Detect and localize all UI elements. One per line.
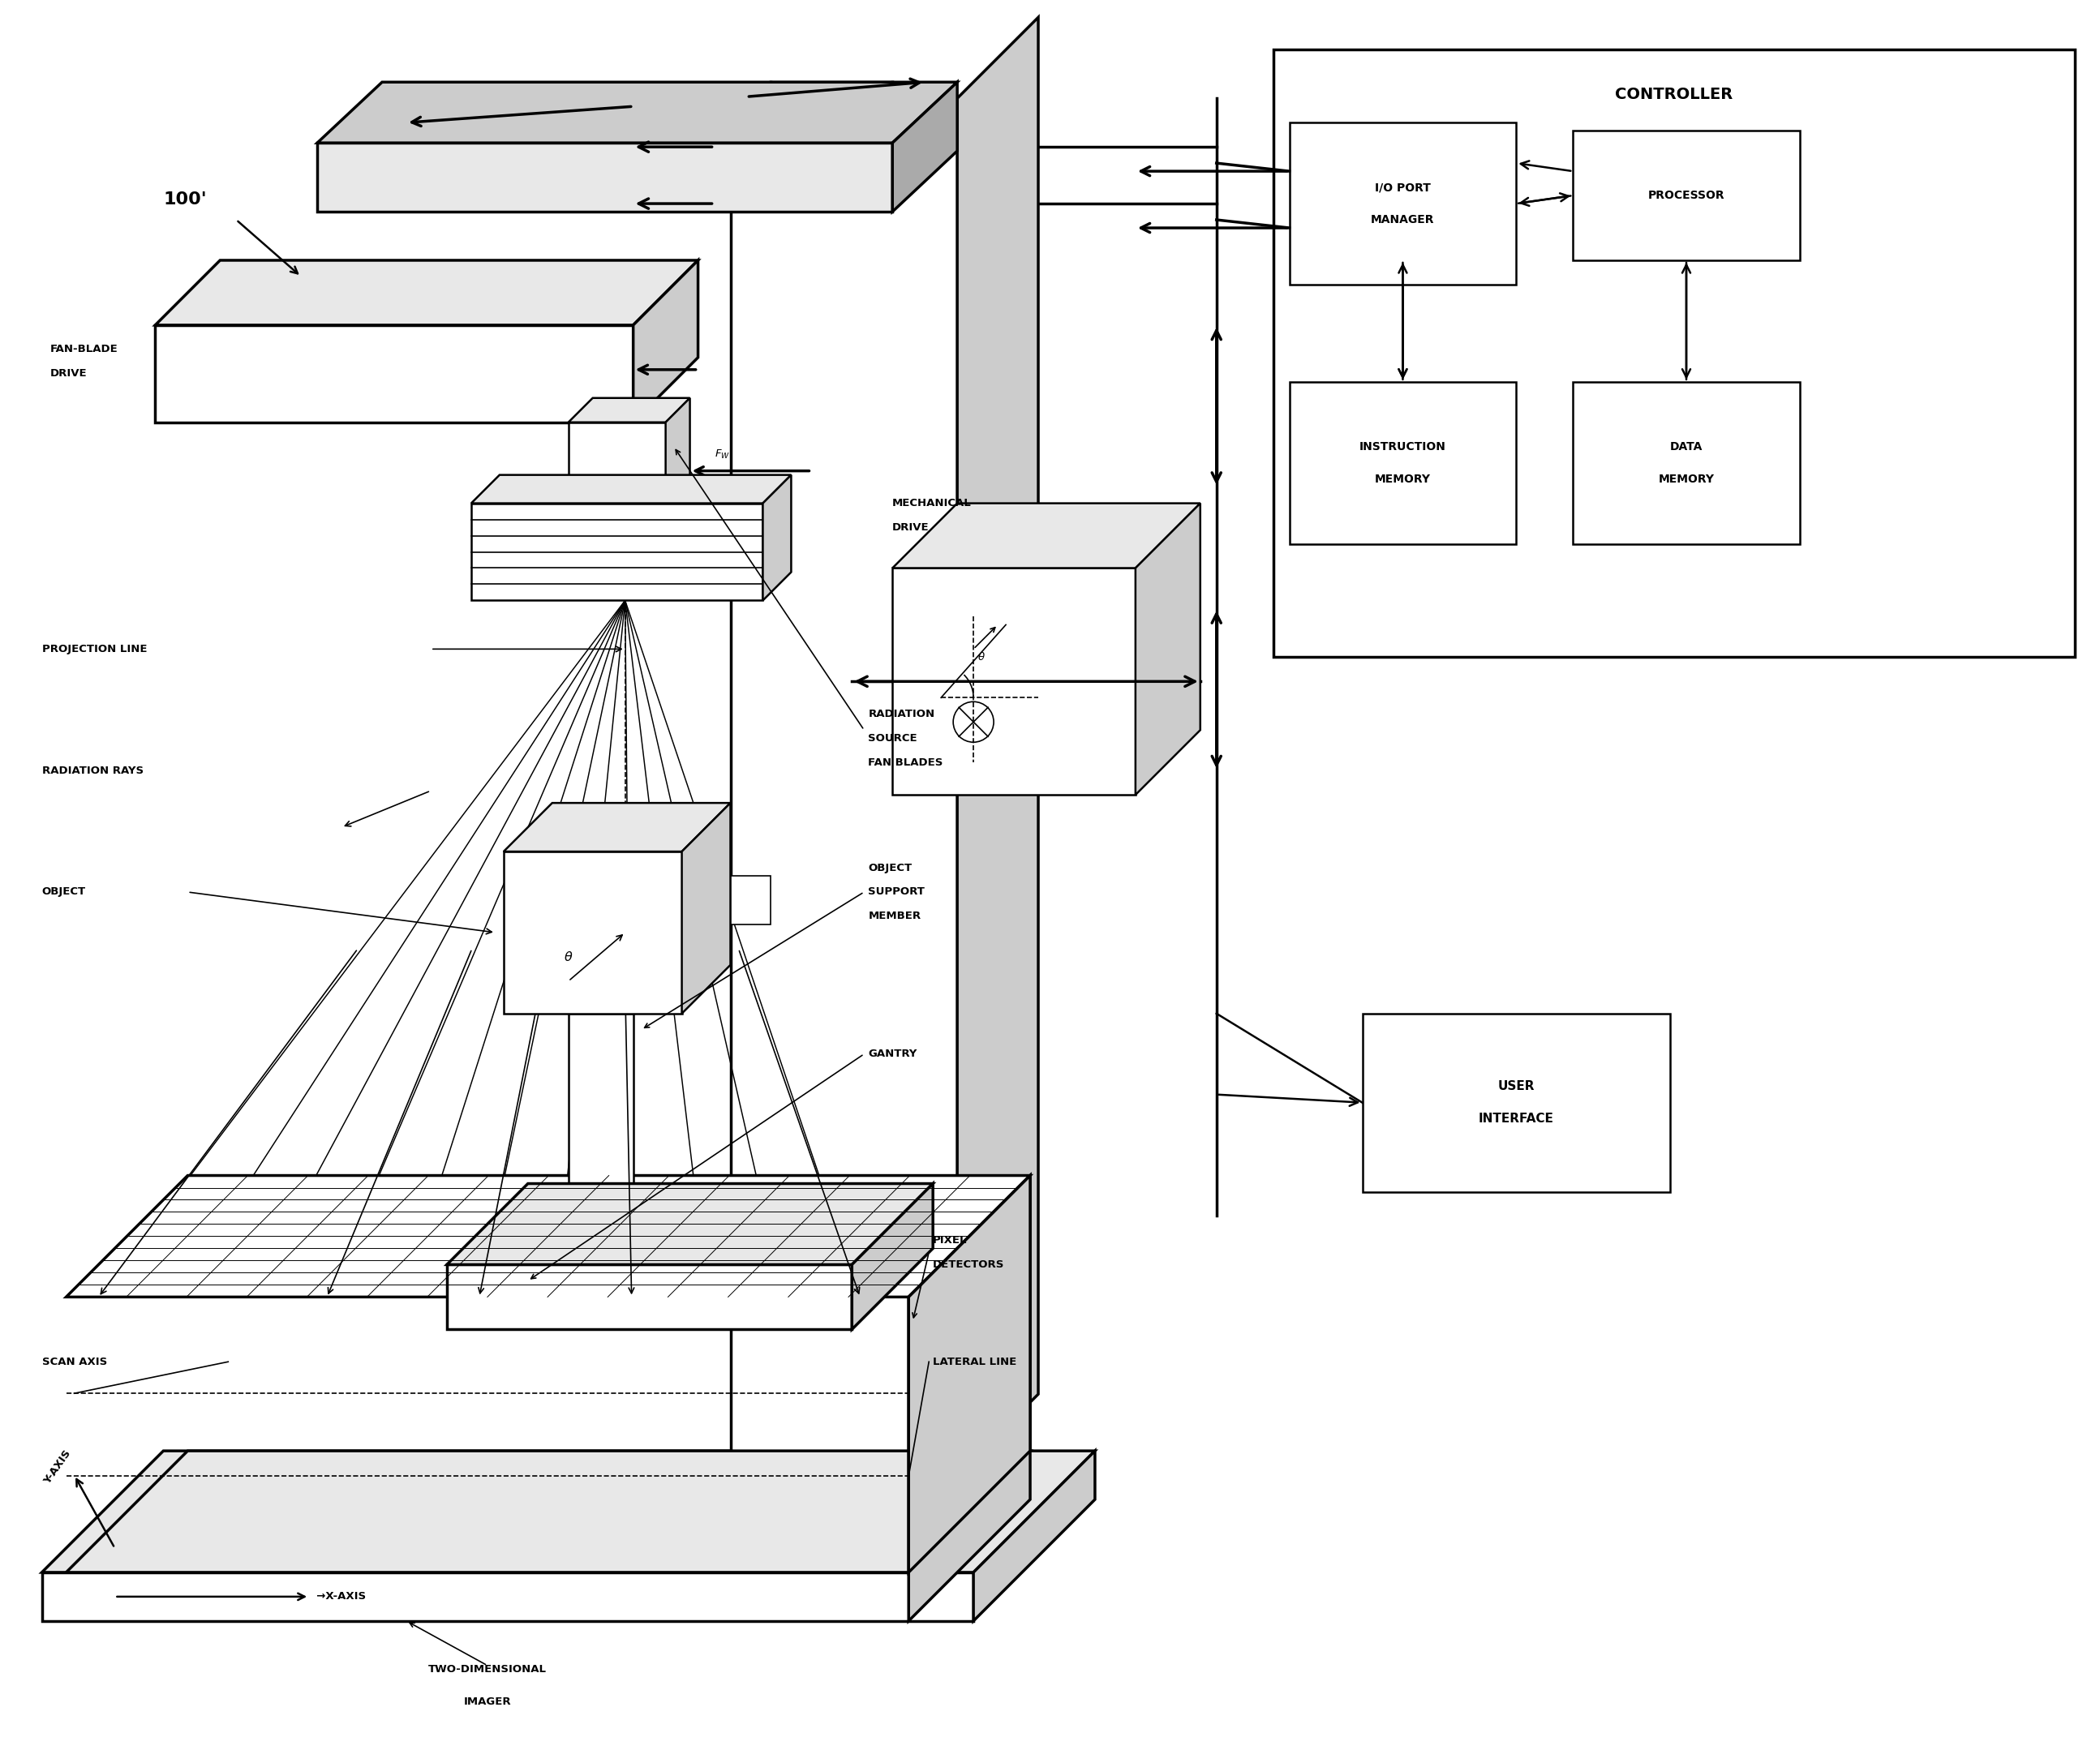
Text: MEMORY: MEMORY xyxy=(1376,472,1430,485)
Bar xyxy=(447,1264,853,1329)
Bar xyxy=(731,876,771,924)
Text: MEMBER: MEMBER xyxy=(867,911,922,922)
Text: MANAGER: MANAGER xyxy=(1371,213,1434,226)
Polygon shape xyxy=(853,1183,932,1329)
Text: TWO-DIMENSIONAL: TWO-DIMENSIONAL xyxy=(428,1664,546,1675)
Bar xyxy=(731,99,958,1476)
Polygon shape xyxy=(634,261,697,423)
Text: MECHANICAL: MECHANICAL xyxy=(892,497,972,508)
Bar xyxy=(1363,1014,1670,1192)
Polygon shape xyxy=(470,502,762,601)
Text: CONTROLLER: CONTROLLER xyxy=(1615,86,1732,102)
Polygon shape xyxy=(682,802,731,1014)
Text: DRIVE: DRIVE xyxy=(50,368,86,379)
Polygon shape xyxy=(504,802,731,852)
Bar xyxy=(569,1014,634,1264)
Text: MEMORY: MEMORY xyxy=(1659,472,1714,485)
Polygon shape xyxy=(892,502,1201,568)
Text: Y-AXIS: Y-AXIS xyxy=(42,1447,74,1486)
Bar xyxy=(1273,49,2075,658)
Text: OBJECT: OBJECT xyxy=(867,862,911,873)
Text: DETECTORS: DETECTORS xyxy=(932,1259,1004,1269)
Polygon shape xyxy=(65,1176,1031,1298)
Polygon shape xyxy=(666,398,691,502)
Text: $F_W$: $F_W$ xyxy=(714,448,729,460)
Text: $\theta$: $\theta$ xyxy=(976,652,985,663)
Polygon shape xyxy=(569,398,691,423)
Text: INSTRUCTION: INSTRUCTION xyxy=(1359,441,1447,453)
Polygon shape xyxy=(974,1451,1094,1620)
Bar xyxy=(892,568,1136,795)
Text: OBJECT: OBJECT xyxy=(42,887,86,897)
Polygon shape xyxy=(470,474,792,502)
Text: RADIATION RAYS: RADIATION RAYS xyxy=(42,765,143,776)
Polygon shape xyxy=(65,1451,1031,1573)
Polygon shape xyxy=(42,1573,974,1620)
Bar xyxy=(1573,130,1800,261)
Polygon shape xyxy=(447,1183,932,1264)
Text: IMAGER: IMAGER xyxy=(464,1696,510,1707)
Text: SOURCE: SOURCE xyxy=(867,733,918,744)
Polygon shape xyxy=(155,324,634,423)
Text: INTERFACE: INTERFACE xyxy=(1478,1112,1554,1125)
Text: I/O PORT: I/O PORT xyxy=(1376,182,1430,194)
Polygon shape xyxy=(317,143,892,212)
Text: 100': 100' xyxy=(164,192,208,208)
Bar xyxy=(504,852,682,1014)
Text: SCAN AXIS: SCAN AXIS xyxy=(42,1356,107,1366)
Polygon shape xyxy=(909,1176,1031,1573)
Text: LATERAL LINE: LATERAL LINE xyxy=(932,1356,1016,1366)
Text: SUPPORT: SUPPORT xyxy=(867,887,924,897)
Polygon shape xyxy=(317,83,958,143)
Text: →X-AXIS: →X-AXIS xyxy=(309,1592,365,1603)
Text: $\theta$: $\theta$ xyxy=(563,950,573,963)
Text: DATA: DATA xyxy=(1670,441,1703,453)
Text: PROJECTION LINE: PROJECTION LINE xyxy=(42,643,147,654)
Polygon shape xyxy=(909,1176,1031,1620)
Polygon shape xyxy=(42,1451,1094,1573)
Bar xyxy=(1289,123,1516,284)
Polygon shape xyxy=(958,18,1037,1476)
Bar xyxy=(1289,383,1516,543)
Text: FAN-BLADE: FAN-BLADE xyxy=(50,344,118,354)
Text: DRIVE: DRIVE xyxy=(892,522,930,532)
Bar xyxy=(569,423,666,502)
Text: PROCESSOR: PROCESSOR xyxy=(1648,190,1724,201)
Polygon shape xyxy=(1136,502,1201,795)
Text: FAN BLADES: FAN BLADES xyxy=(867,756,943,767)
Text: USER: USER xyxy=(1497,1081,1535,1093)
Bar xyxy=(1573,383,1800,543)
Text: PIXEL: PIXEL xyxy=(932,1236,968,1246)
Polygon shape xyxy=(155,261,697,324)
Polygon shape xyxy=(892,83,958,212)
Text: GANTRY: GANTRY xyxy=(867,1049,918,1060)
Polygon shape xyxy=(762,474,792,601)
Text: RADIATION: RADIATION xyxy=(867,709,934,719)
